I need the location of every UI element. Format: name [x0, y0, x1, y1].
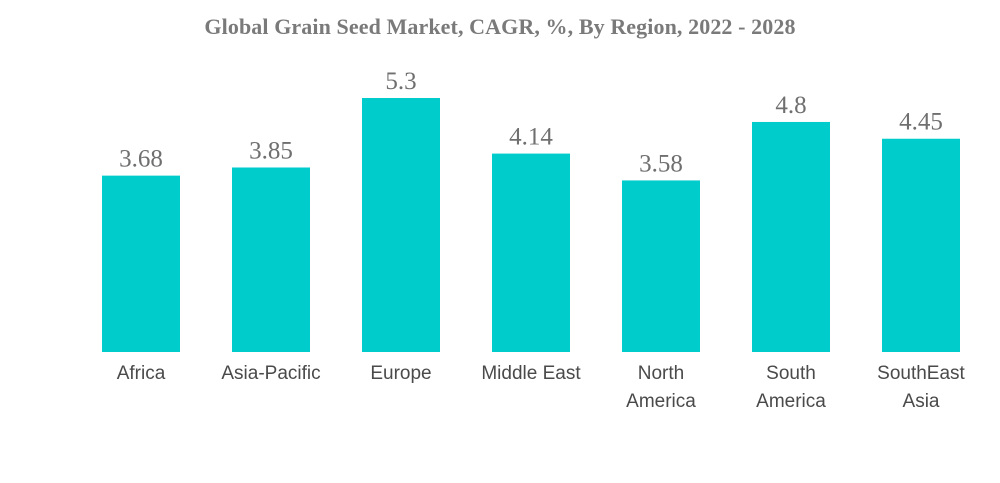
x-tick-label: North America	[626, 363, 696, 412]
bar-south-america	[752, 121, 830, 352]
bar-europe	[362, 98, 440, 352]
x-tick-label: Asia-Pacific	[221, 363, 320, 384]
bar-middle-east	[492, 153, 570, 352]
data-label: 4.8	[775, 92, 806, 119]
data-label: 4.14	[509, 124, 553, 151]
data-label: 5.3	[385, 68, 416, 95]
data-label: 3.58	[639, 150, 683, 177]
value-labels-layer: 3.68 3.85 5.3 4.14 3.58 4.8 4.45	[119, 68, 943, 177]
x-tick-label: Middle East	[481, 363, 581, 384]
bar-north-america	[622, 180, 700, 352]
x-tick-label: SouthEast Asia	[877, 363, 965, 412]
bar-africa	[102, 175, 180, 352]
bar-southeast-asia	[882, 138, 960, 352]
data-label: 3.68	[119, 146, 163, 173]
bars-layer	[102, 98, 960, 352]
data-label: 4.45	[899, 109, 943, 136]
chart-title: Global Grain Seed Market, CAGR, %, By Re…	[204, 14, 796, 39]
x-tick-label: Africa	[117, 363, 166, 384]
x-tick-label: South America	[756, 363, 826, 412]
category-labels-layer: Africa Asia-Pacific Europe Middle East North…	[117, 363, 966, 412]
data-label: 3.85	[249, 137, 293, 164]
x-tick-label: Europe	[370, 363, 431, 384]
bar-asia-pacific	[232, 167, 310, 352]
